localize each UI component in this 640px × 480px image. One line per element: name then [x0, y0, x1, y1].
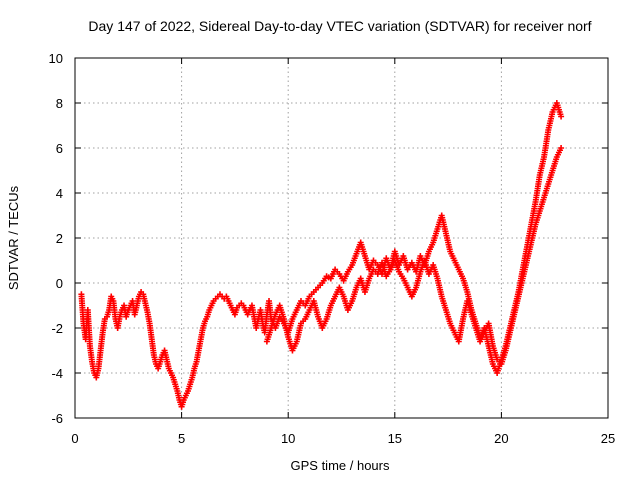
y-tick-labels: -6 -4 -2 0 2 4 6 8 10 [49, 51, 63, 426]
y-tick-label: 2 [56, 231, 63, 246]
x-axis-label: GPS time / hours [291, 458, 390, 473]
x-tick-label: 25 [601, 431, 615, 446]
y-tick-label: -2 [51, 321, 63, 336]
data-point [558, 113, 565, 120]
y-tick-label: -6 [51, 411, 63, 426]
data-marks [78, 100, 565, 410]
x-tick-label: 5 [178, 431, 185, 446]
grid-lines [75, 58, 608, 418]
chart-title: Day 147 of 2022, Sidereal Day-to-day VTE… [88, 18, 591, 34]
y-tick-label: -4 [51, 366, 63, 381]
x-tick-label: 15 [388, 431, 402, 446]
x-tick-label: 0 [71, 431, 78, 446]
data-series [263, 145, 565, 367]
x-tick-label: 10 [281, 431, 295, 446]
data-point [558, 145, 565, 151]
y-tick-label: 4 [56, 186, 63, 201]
x-tick-labels: 0 5 10 15 20 25 [71, 431, 615, 446]
y-tick-label: 6 [56, 141, 63, 156]
x-tick-label: 20 [494, 431, 508, 446]
y-tick-label: 10 [49, 51, 63, 66]
y-axis-label: SDTVAR / TECUs [6, 185, 21, 290]
y-tick-label: 8 [56, 96, 63, 111]
axis-ticks [74, 57, 609, 419]
y-tick-label: 0 [56, 276, 63, 291]
